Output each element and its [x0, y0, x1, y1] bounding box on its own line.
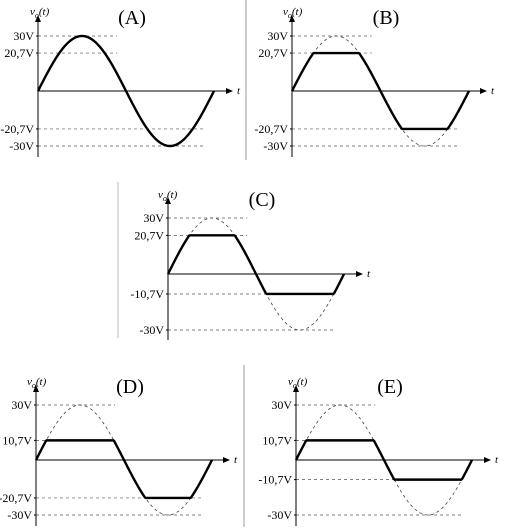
y-axis-label: vo(t)	[30, 6, 50, 20]
tick-label: -30V	[267, 508, 292, 522]
panel-d: 30V 10,7V -20,7V -30V vo(t) t (D)	[0, 376, 238, 526]
panel-b: 30V 20,7V -20,7V -30V vo(t) t (B)	[254, 6, 495, 157]
panel-c: 30V 20,7V -10,7V -30V vo(t) t (C)	[130, 189, 371, 340]
x-axis-label: t	[491, 85, 495, 97]
panel-letter: (B)	[373, 7, 400, 29]
x-axis-label: t	[367, 268, 371, 280]
output-waveform	[36, 34, 216, 148]
input-sine-curve	[167, 217, 345, 331]
tick-label: 30V	[11, 398, 32, 412]
tick-label: 30V	[271, 398, 292, 412]
output-waveform	[290, 51, 471, 131]
panel-a: 30V 20,7V -20,7V -30V vo(t) t (A)	[0, 6, 241, 157]
panel-e: 30V 10,7V -10,7V -30V vo(t) t (E)	[258, 376, 499, 526]
tick-label: 10,7V	[2, 433, 32, 447]
tick-label: -10,7V	[130, 287, 164, 301]
tick-label: 20,7V	[258, 46, 288, 60]
x-axis-label: t	[234, 454, 238, 466]
output-waveform	[34, 439, 214, 500]
y-axis-label: vo(t)	[283, 6, 303, 20]
tick-label: 10,7V	[262, 433, 292, 447]
tick-label: 30V	[143, 211, 164, 225]
panel-letter: (D)	[116, 376, 144, 398]
tick-label: -20,7V	[254, 122, 288, 136]
tick-label: -10,7V	[258, 473, 292, 487]
tick-label: -30V	[139, 323, 164, 337]
output-waveform	[294, 439, 474, 481]
panel-letter: (E)	[377, 376, 403, 398]
tick-label: 30V	[13, 29, 34, 43]
tick-label: -20,7V	[0, 122, 34, 136]
tick-label: 30V	[267, 29, 288, 43]
y-axis-label: vo(t)	[27, 376, 47, 390]
x-axis-label: t	[237, 85, 241, 97]
tick-label: 20,7V	[4, 46, 34, 60]
y-axis-label: vo(t)	[158, 189, 178, 203]
y-axis-label: vo(t)	[288, 376, 308, 390]
x-axis-label: t	[495, 454, 499, 466]
tick-label: -20,7V	[0, 491, 32, 505]
output-waveform	[166, 234, 346, 296]
tick-label: -30V	[7, 508, 32, 522]
tick-label: -30V	[263, 139, 288, 153]
panel-letter: (A)	[118, 7, 146, 29]
panel-letter: (C)	[249, 189, 276, 211]
tick-label: 20,7V	[134, 228, 164, 242]
tick-label: -30V	[9, 139, 34, 153]
